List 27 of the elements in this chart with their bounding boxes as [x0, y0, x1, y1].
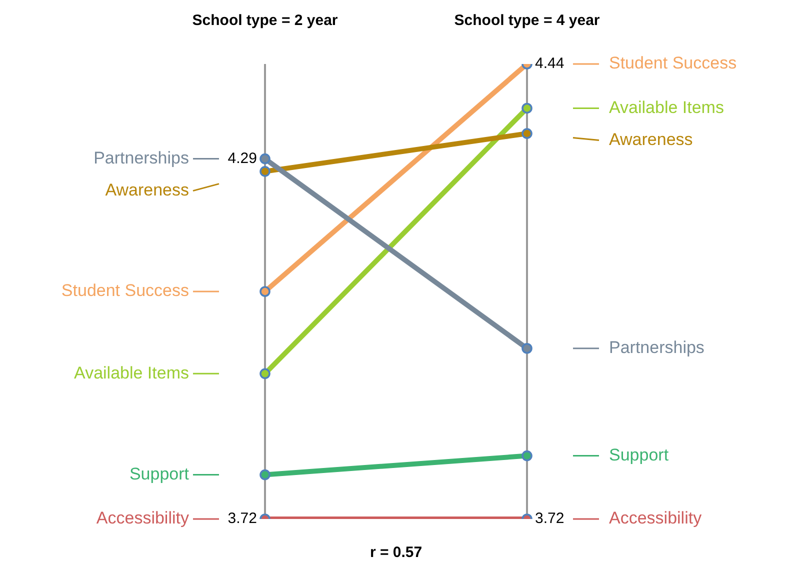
x-tick-label: School type = 4 year — [454, 12, 600, 30]
x-tick-label: School type = 2 year — [192, 12, 338, 30]
text: Support — [129, 464, 189, 484]
y2-tick-label: 3.72 — [535, 510, 564, 528]
point — [260, 153, 270, 164]
legend-label: Awareness — [609, 130, 693, 149]
text: r = 0.57 — [370, 544, 422, 562]
point — [260, 368, 270, 380]
point — [260, 166, 270, 177]
y-tick-label: 4.29 — [228, 150, 257, 167]
text: Student Success — [61, 281, 189, 300]
legend-label: Partnerships — [609, 338, 704, 358]
y2-tick-label: 4.44 — [535, 55, 564, 72]
legend-label: Student Success — [609, 54, 737, 73]
text: Awareness — [105, 180, 189, 200]
point — [260, 469, 270, 480]
point — [260, 286, 270, 297]
legend-label: Accessibility — [609, 508, 702, 528]
point — [522, 450, 532, 462]
text: Partnerships — [94, 148, 189, 168]
legend-label: Available Items — [609, 98, 724, 117]
point — [522, 342, 532, 354]
text: Available Items — [74, 363, 189, 382]
legend-label: Support — [609, 445, 669, 464]
point — [522, 128, 532, 139]
text: Accessibility — [96, 508, 189, 528]
point — [522, 102, 532, 114]
